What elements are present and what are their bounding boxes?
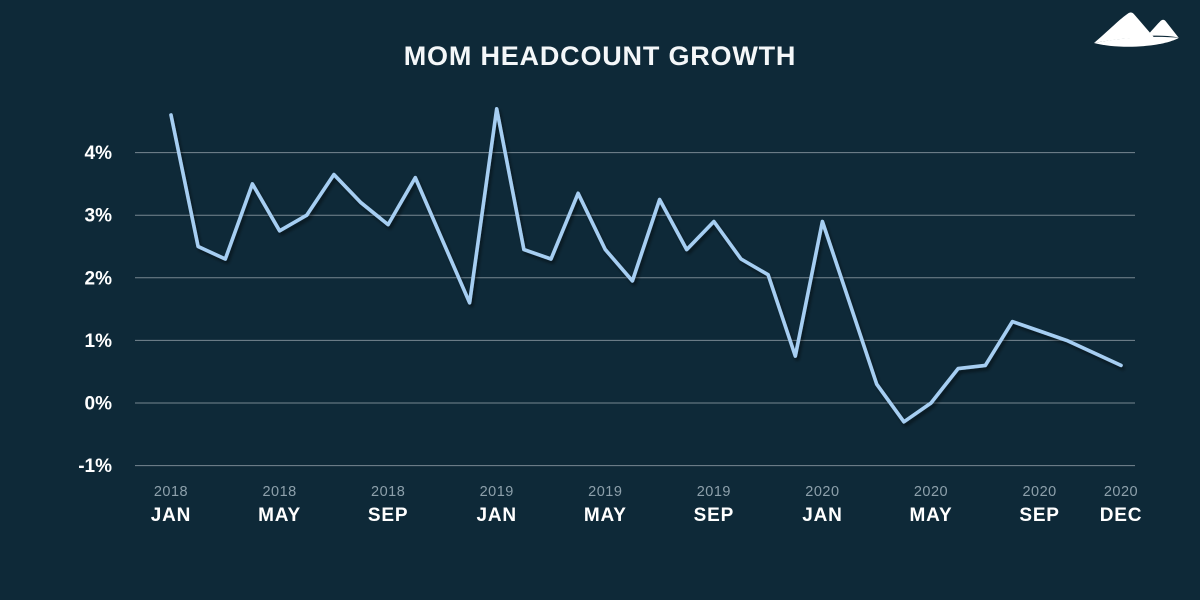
y-tick-label: 3% — [85, 206, 113, 227]
growth-series-line — [169, 107, 1123, 424]
y-axis-labels: 4% 3% 2% 1% 0% -1% — [78, 143, 112, 477]
x-tick-month-label: JAN — [477, 505, 517, 526]
x-tick-month-label: DEC — [1100, 505, 1143, 526]
wave-base-shape — [1094, 36, 1179, 47]
x-tick-year-label: 2020 — [1022, 484, 1056, 500]
gridlines — [135, 152, 1135, 467]
x-tick-month-label: SEP — [368, 505, 408, 526]
chart-title: MOM HEADCOUNT GROWTH — [403, 41, 797, 71]
y-tick-label: -1% — [78, 456, 112, 477]
x-tick-year-label: 2020 — [805, 484, 839, 500]
x-tick-month-label: JAN — [151, 505, 191, 526]
x-tick-month-label: JAN — [802, 505, 842, 526]
y-tick-label: 4% — [85, 143, 113, 164]
x-tick-year-label: 2018 — [262, 484, 296, 500]
x-tick-year-label: 2019 — [588, 484, 622, 500]
large-mountain-shape — [1094, 12, 1155, 43]
x-tick-month-label: SEP — [694, 505, 734, 526]
x-axis-labels: 2018 JAN 2018 MAY 2018 SEP 2019 JAN 2019 MAY 2019 S… — [151, 484, 1142, 526]
y-tick-label: 0% — [85, 394, 113, 415]
x-tick-year-label: 2018 — [371, 484, 405, 500]
x-tick-month-label: MAY — [258, 505, 301, 526]
y-tick-label: 2% — [85, 268, 113, 289]
x-tick-year-label: 2019 — [697, 484, 731, 500]
x-tick-year-label: 2020 — [914, 484, 948, 500]
small-mountain-shape — [1147, 19, 1179, 38]
y-tick-label: 1% — [85, 331, 113, 352]
x-tick-year-label: 2019 — [480, 484, 514, 500]
x-tick-year-label: 2020 — [1104, 484, 1138, 500]
x-tick-month-label: MAY — [910, 505, 953, 526]
x-tick-month-label: SEP — [1019, 505, 1059, 526]
x-tick-month-label: MAY — [584, 505, 627, 526]
mountains-logo-icon — [1094, 12, 1179, 47]
x-tick-year-label: 2018 — [154, 484, 188, 500]
